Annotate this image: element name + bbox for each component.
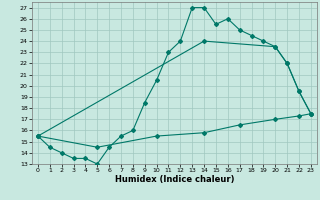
- X-axis label: Humidex (Indice chaleur): Humidex (Indice chaleur): [115, 175, 234, 184]
